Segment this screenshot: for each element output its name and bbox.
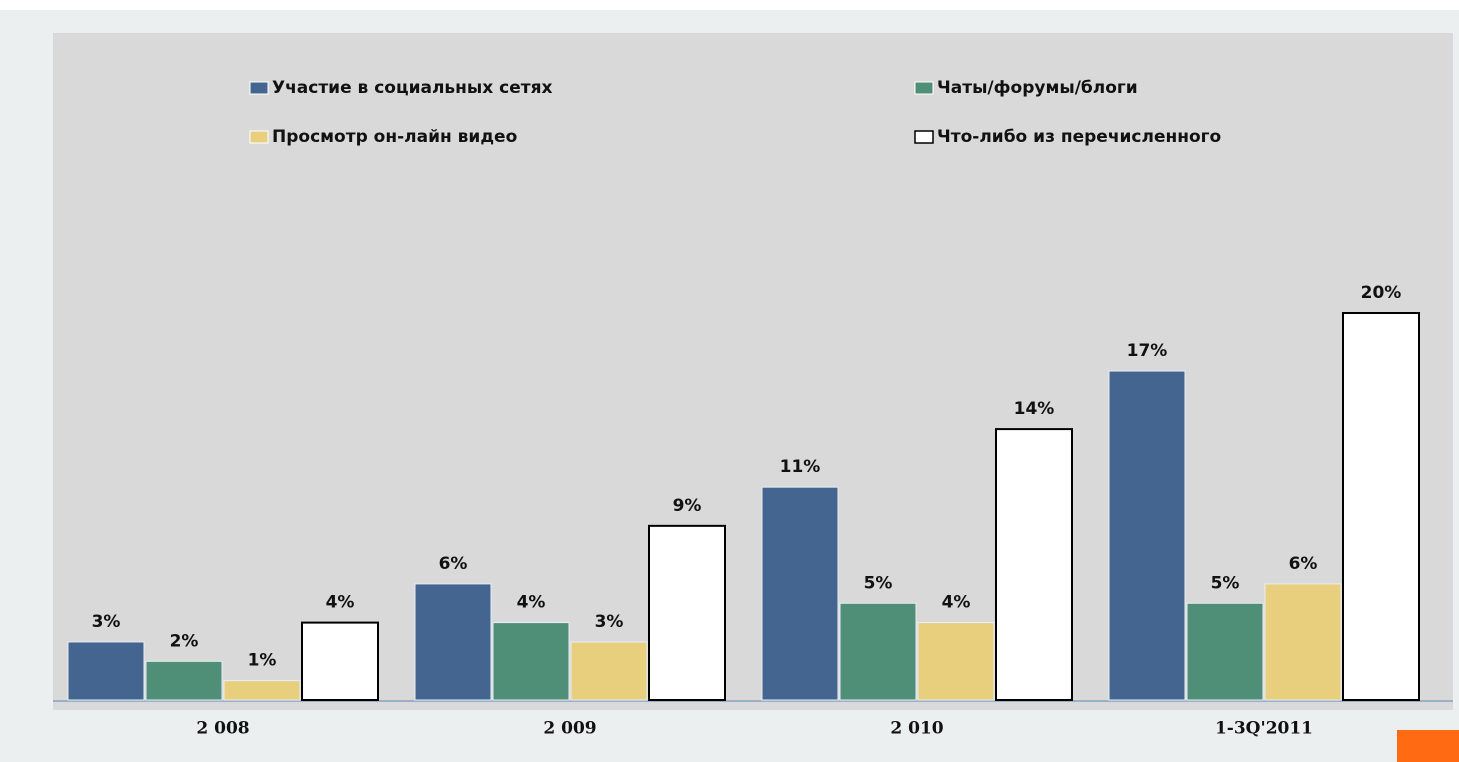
legend-label: Чаты/форумы/блоги	[937, 78, 1138, 98]
value-label: 3%	[595, 612, 624, 632]
value-label: 9%	[673, 496, 702, 516]
value-label: 5%	[1211, 573, 1240, 593]
legend-swatch	[914, 130, 934, 144]
bar	[570, 641, 648, 701]
value-label: 4%	[942, 593, 971, 613]
value-label: 3%	[92, 612, 121, 632]
value-label: 14%	[1014, 399, 1055, 419]
legend-swatch	[914, 81, 934, 95]
bar	[1108, 370, 1186, 701]
bar	[223, 680, 301, 701]
bar	[1264, 583, 1342, 701]
bar	[301, 621, 379, 701]
x-tick-label: 1-3Q'2011	[1215, 719, 1313, 739]
bar	[492, 622, 570, 701]
legend-label: Просмотр он-лайн видео	[272, 127, 517, 147]
legend-label: Участие в социальных сетях	[272, 78, 553, 98]
plot-panel	[53, 33, 1453, 710]
bar	[1342, 312, 1420, 701]
bar	[839, 602, 917, 701]
bar	[414, 583, 492, 701]
x-tick-label: 2 010	[890, 719, 943, 739]
value-label: 4%	[326, 593, 355, 613]
bar	[995, 428, 1073, 701]
value-label: 11%	[780, 457, 821, 477]
legend-swatch	[249, 81, 269, 95]
value-label: 6%	[439, 554, 468, 574]
x-tick-label: 2 008	[196, 719, 249, 739]
value-label: 1%	[248, 651, 277, 671]
value-label: 20%	[1361, 283, 1402, 303]
value-label: 6%	[1289, 554, 1318, 574]
value-label: 17%	[1127, 341, 1168, 361]
bar	[648, 524, 726, 701]
value-label: 5%	[864, 573, 893, 593]
legend-swatch	[249, 130, 269, 144]
bar	[917, 622, 995, 701]
legend-label: Что-либо из перечисленного	[937, 127, 1221, 147]
top-strip	[0, 0, 1459, 10]
bar	[1186, 602, 1264, 701]
bar	[67, 641, 145, 701]
x-tick-label: 2 009	[543, 719, 596, 739]
bar	[761, 486, 839, 701]
value-label: 4%	[517, 593, 546, 613]
bar	[145, 660, 223, 701]
value-label: 2%	[170, 631, 199, 651]
corner-badge	[1397, 730, 1459, 762]
